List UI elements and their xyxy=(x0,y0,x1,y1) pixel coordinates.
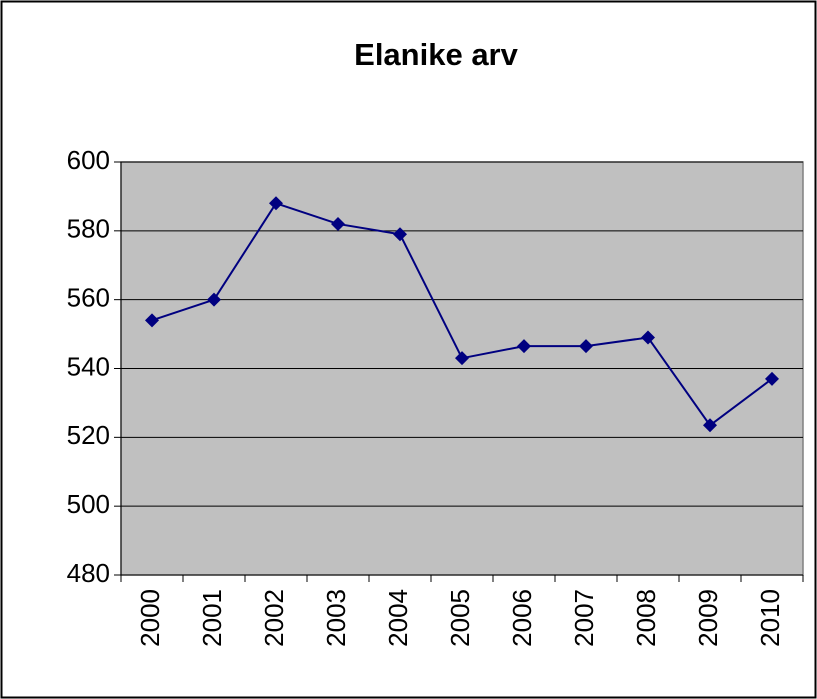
x-tick-label: 2005 xyxy=(445,589,475,647)
x-tick-label: 2003 xyxy=(321,589,351,647)
data-point xyxy=(703,418,717,433)
data-point xyxy=(641,330,655,345)
data-point xyxy=(331,216,345,231)
data-point xyxy=(517,339,531,354)
data-point xyxy=(269,196,283,211)
data-point xyxy=(145,313,159,328)
y-tick-label: 540 xyxy=(67,351,110,381)
data-point xyxy=(765,371,779,386)
x-tick-label: 2004 xyxy=(383,589,413,647)
x-tick-label: 2006 xyxy=(507,589,537,647)
y-tick-label: 600 xyxy=(67,145,110,175)
data-point xyxy=(455,351,469,366)
x-tick-label: 2010 xyxy=(755,589,785,647)
x-tick-label: 2000 xyxy=(135,589,165,647)
y-tick-label: 500 xyxy=(67,489,110,519)
x-tick-label: 2001 xyxy=(197,589,227,647)
y-tick-label: 560 xyxy=(67,283,110,313)
x-tick-label: 2002 xyxy=(259,589,289,647)
y-tick-label: 580 xyxy=(67,214,110,244)
x-tick-label: 2009 xyxy=(693,589,723,647)
y-tick-label: 480 xyxy=(67,558,110,588)
x-tick-label: 2008 xyxy=(631,589,661,647)
data-point xyxy=(579,339,593,354)
data-point xyxy=(207,292,221,307)
data-point xyxy=(393,227,407,242)
y-tick-label: 520 xyxy=(67,420,110,450)
x-tick-label: 2007 xyxy=(569,589,599,647)
chart-title: Elanike arv xyxy=(354,37,518,72)
